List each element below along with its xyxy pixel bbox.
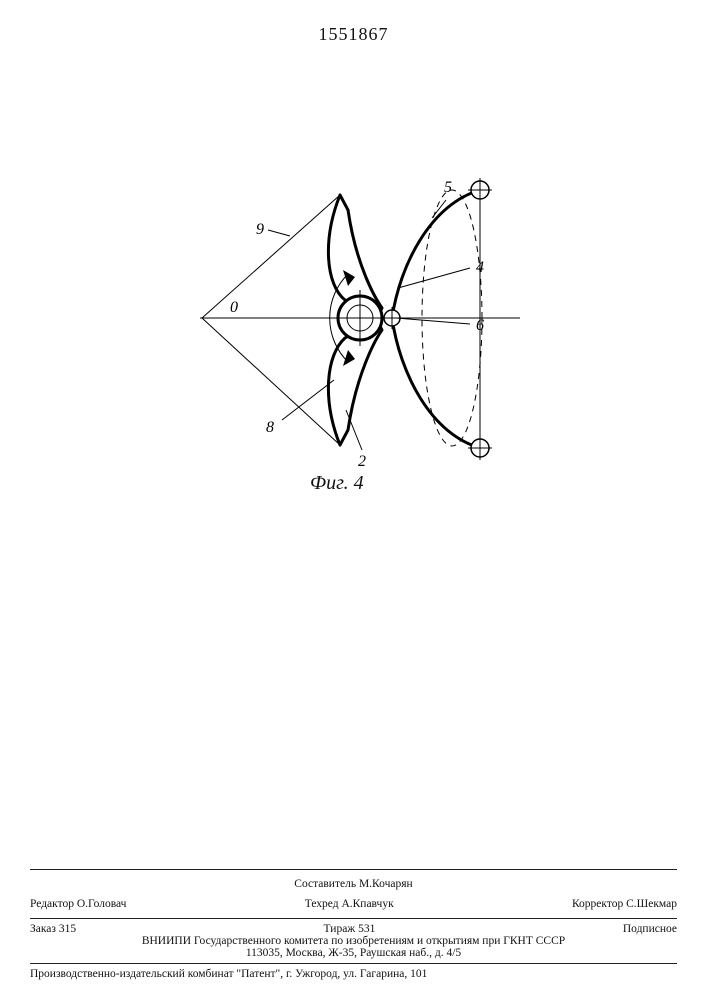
tirage-label: Тираж xyxy=(324,923,356,935)
subscribe: Подписное xyxy=(623,923,677,935)
order-row: Заказ 315 Тираж 531 Подписное xyxy=(30,923,677,935)
svg-text:6: 6 xyxy=(476,317,484,334)
tirage-number: 531 xyxy=(358,923,375,935)
editor-label: Редактор xyxy=(30,898,74,910)
svg-text:5: 5 xyxy=(444,179,452,196)
techred-name: А.Кпавчук xyxy=(341,898,393,910)
divider xyxy=(30,963,677,964)
svg-text:8: 8 xyxy=(266,419,274,436)
footer-block: Составитель М.Кочарян Редактор О.Головач… xyxy=(30,865,677,980)
credits-row-top: Составитель М.Кочарян xyxy=(30,874,677,894)
compiler: Составитель М.Кочарян xyxy=(294,878,412,890)
compiler-name: М.Кочарян xyxy=(359,878,413,890)
divider xyxy=(30,918,677,919)
editor: Редактор О.Головач xyxy=(30,898,126,910)
order-label: Заказ xyxy=(30,923,56,935)
svg-text:2: 2 xyxy=(358,453,366,470)
figure-caption: Фиг. 4 xyxy=(310,472,364,495)
page: 1551867 9 0 5 4 6 8 2 Фиг. 4 Составитель М.Коч… xyxy=(0,0,707,1000)
svg-text:9: 9 xyxy=(256,221,264,238)
credits-row: Редактор О.Головач Техред А.Кпавчук Корр… xyxy=(30,894,677,914)
corrector-name: С.Шекмар xyxy=(626,898,677,910)
publication-number: 1551867 xyxy=(0,24,707,45)
compiler-label: Составитель xyxy=(294,878,356,890)
printer-line: Производственно-издательский комбинат "П… xyxy=(30,968,677,980)
tirage: Тираж 531 xyxy=(324,923,376,935)
divider xyxy=(30,869,677,870)
techred-label: Техред xyxy=(305,898,339,910)
order: Заказ 315 xyxy=(30,923,76,935)
svg-text:4: 4 xyxy=(476,259,484,276)
techred: Техред А.Кпавчук xyxy=(305,898,394,910)
figure-4: 9 0 5 4 6 8 2 xyxy=(200,170,520,470)
editor-name: О.Головач xyxy=(77,898,127,910)
corrector: Корректор С.Шекмар xyxy=(572,898,677,910)
order-number: 315 xyxy=(59,923,76,935)
svg-text:0: 0 xyxy=(230,299,238,316)
org-line-1: ВНИИПИ Государственного комитета по изоб… xyxy=(30,935,677,947)
corrector-label: Корректор xyxy=(572,898,623,910)
org-line-2: 113035, Москва, Ж-35, Раушская наб., д. … xyxy=(30,947,677,959)
